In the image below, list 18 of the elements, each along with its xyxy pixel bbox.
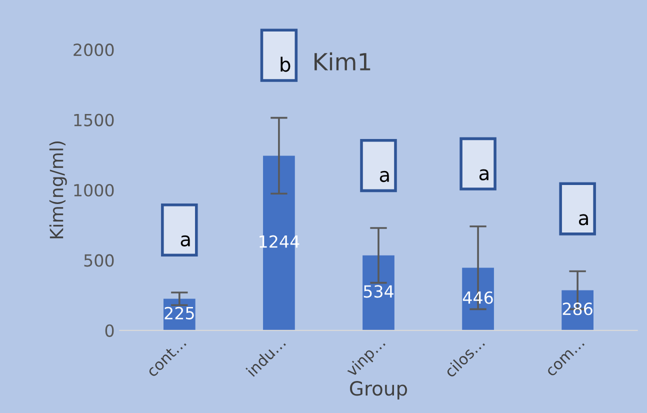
annotation: a [479,169,488,180]
bar [362,255,394,330]
y-tick-label: 1500 [74,114,114,126]
y-tick-label: 2000 [74,44,114,56]
y-axis-title: Kim(ng/ml) [49,141,67,238]
data-label: 225 [164,306,194,320]
annotation: a [380,170,389,182]
y-tick-label: 500 [84,254,114,267]
annotation: b [280,56,290,72]
chart-title: Kim1 [314,52,370,70]
data-label: 534 [364,285,394,298]
bar [562,290,594,330]
y-tick-label: 0 [105,324,114,337]
annotation: a [578,214,588,226]
data-label: 286 [562,302,592,316]
y-tick-label: 1000 [74,184,114,197]
annotation: a [180,235,190,247]
x-axis-title: Group [350,381,408,400]
